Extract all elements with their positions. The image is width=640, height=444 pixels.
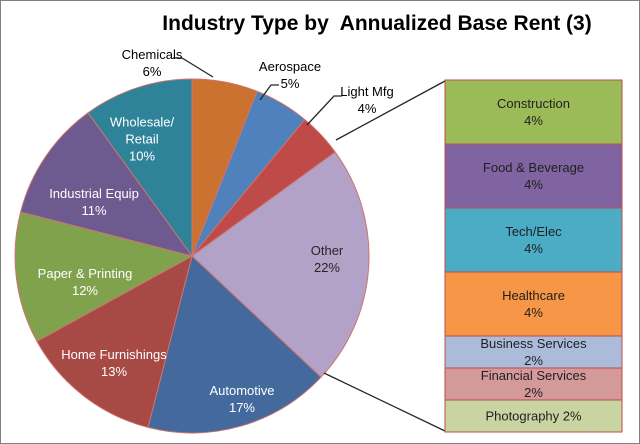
leader-line-chemicals <box>173 57 214 78</box>
bar-segment-label-tech-elec: Tech/Elec 4% <box>505 224 562 256</box>
pie-slice-industrial-equip <box>20 112 193 257</box>
bar-segment-financial-services <box>444 367 623 401</box>
series-connector-line-top <box>335 80 446 141</box>
pie-slice-label-light-mfg: Light Mfg 4% <box>340 84 394 116</box>
leader-line-aerospace <box>259 84 279 101</box>
bar-segment-healthcare <box>444 271 623 337</box>
bar-segment-business-services <box>444 335 623 369</box>
pie-slice-label-aerospace: Aerospace 5% <box>258 59 322 91</box>
bar-segment-label-photography: Photography 2% <box>485 408 582 424</box>
pie-slice-label-home-furnishings: Home Furnishings 13% <box>61 347 167 379</box>
bar-segment-photography <box>444 399 623 433</box>
bar-segment-label-healthcare: Healthcare 4% <box>502 288 565 320</box>
series-connector-line-bottom <box>323 372 446 432</box>
bar-segment-label-construction: Construction 4% <box>497 96 570 128</box>
pie-slice-automotive <box>147 255 322 434</box>
chart-title: Industry Type by Annualized Base Rent (3… <box>162 12 592 35</box>
pie-slice-label-other: Other 22% <box>310 243 344 275</box>
bar-segment-tech-elec <box>444 207 623 273</box>
pie-slice-label-paper-printing: Paper & Printing 12% <box>37 266 133 298</box>
bar-segment-label-financial-services: Financial Services 2% <box>480 368 587 400</box>
pie-slice-paper-printing <box>14 211 193 342</box>
pie-slice-other <box>191 151 370 378</box>
pie-slice-label-automotive: Automotive 17% <box>209 383 275 415</box>
pie-slice-label-industrial-equip: Industrial Equip 11% <box>49 186 139 218</box>
pie-slice-label-wholesale-retail: Wholesale/Retail 10% <box>109 114 175 164</box>
leader-line-light-mfg <box>306 95 342 126</box>
pie-slice-wholesale-retail <box>87 78 193 257</box>
pie-slice-label-chemicals: Chemicals 6% <box>121 47 183 79</box>
bar-segment-construction <box>444 79 623 145</box>
bar-segment-label-business-services: Business Services 2% <box>480 336 587 368</box>
pie-slice-home-furnishings <box>36 255 193 428</box>
bar-segment-label-food-beverage: Food & Beverage 4% <box>482 160 585 192</box>
